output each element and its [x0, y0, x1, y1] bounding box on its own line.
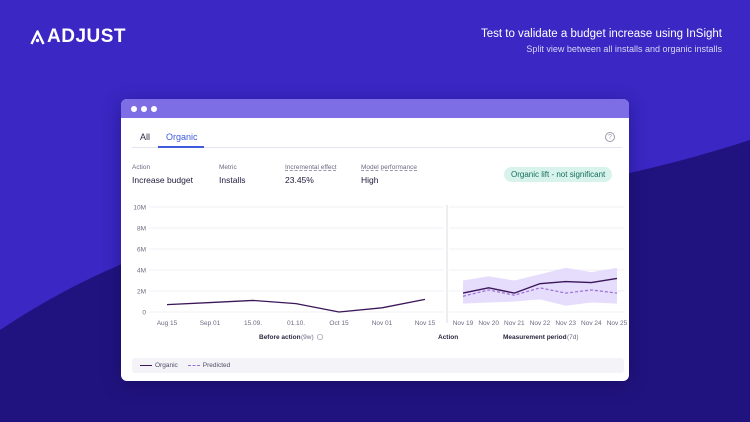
y-tick-label: 2M: [137, 288, 146, 295]
y-tick-label: 0: [142, 309, 146, 316]
legend-item-organic[interactable]: Organic: [140, 362, 178, 369]
x-tick-label: Aug 15: [157, 320, 178, 327]
organic-after-line: [462, 277, 618, 294]
tab-bar: All Organic ?: [132, 128, 622, 148]
window-dot-icon: [131, 105, 137, 112]
legend-dashed-line-icon: [187, 365, 200, 366]
after-axis-label: Measurement period: [503, 334, 567, 341]
before-axis-note: (9w): [301, 334, 314, 341]
info-icon: [316, 333, 324, 341]
x-tick-label: Nov 25: [607, 320, 628, 327]
chart-legend: Organic Predicted: [132, 358, 624, 373]
metric-effect-label[interactable]: Incremental effect: [285, 164, 337, 171]
headline: Test to validate a budget increase using…: [481, 28, 722, 54]
x-tick-label: Oct 15: [329, 320, 349, 327]
headline-subtitle: Split view between all installs and orga…: [526, 44, 722, 54]
help-icon[interactable]: ?: [605, 132, 615, 142]
tab-active-indicator: [158, 146, 204, 148]
x-tick-label: Nov 15: [415, 320, 436, 327]
metric-action-label: Action: [132, 164, 151, 171]
window-titlebar: [121, 99, 629, 118]
adjust-logo-mark-icon: [30, 29, 45, 45]
metric-performance-value: High: [361, 175, 379, 185]
brand-name: ADJUST: [47, 26, 127, 47]
legend-organic-label: Organic: [155, 362, 178, 369]
x-tick-label: Nov 23: [555, 320, 576, 327]
x-tick-label: Sep 01: [200, 320, 221, 327]
confidence-band: [463, 267, 617, 306]
chart-labels: 0 2M 4M 6M 8M 10M Aug 15 Sep 01 15.09. 01.10. Oct …: [133, 204, 627, 341]
x-tick-label: 15.09.: [244, 320, 262, 327]
adjust-logo: ADJUST: [30, 26, 126, 48]
metric-effect: Incremental effect 23.45%: [285, 164, 337, 185]
app-window: All Organic ? Action Increase budget Met…: [121, 99, 629, 381]
predicted-line: [462, 287, 618, 297]
window-dot-icon: [151, 105, 157, 112]
x-tick-label: Nov 22: [530, 320, 551, 327]
metric-performance: Model performance High: [361, 164, 417, 185]
tab-organic[interactable]: Organic: [166, 132, 198, 142]
chart-lines: [166, 277, 618, 313]
organic-before-line: [166, 298, 426, 313]
metric-action-value: Increase budget: [132, 175, 193, 185]
x-tick-label: Nov 01: [372, 320, 393, 327]
action-axis-label: Action: [438, 334, 458, 341]
legend-predicted-label: Predicted: [202, 362, 231, 369]
before-axis-label: Before action: [259, 334, 301, 341]
chart-grid: [149, 205, 624, 323]
headline-title: Test to validate a budget increase using…: [480, 28, 722, 40]
x-tick-label: Nov 24: [581, 320, 602, 327]
x-tick-label: Nov 21: [504, 320, 525, 327]
metric-performance-label[interactable]: Model performance: [361, 164, 417, 171]
tab-all[interactable]: All: [140, 132, 151, 142]
metric-metric-label: Metric: [219, 164, 237, 171]
y-tick-label: 6M: [137, 246, 146, 253]
legend-solid-line-icon: [140, 365, 152, 366]
after-axis-note: (7d): [567, 334, 579, 341]
metric-effect-value: 23.45%: [285, 175, 314, 185]
status-badge: Organic lift - not significant: [504, 167, 613, 182]
y-tick-label: 4M: [137, 267, 146, 274]
x-tick-label: 01.10.: [287, 320, 305, 327]
y-tick-label: 10M: [133, 204, 146, 211]
window-dot-icon: [141, 105, 147, 112]
metric-action: Action Increase budget: [132, 164, 193, 185]
metric-metric: Metric Installs: [219, 164, 245, 185]
metric-metric-value: Installs: [219, 175, 246, 185]
x-tick-label: Nov 19: [453, 320, 474, 327]
x-tick-label: Nov 20: [478, 320, 499, 327]
confidence-band-area: [463, 267, 617, 306]
legend-item-predicted[interactable]: Predicted: [187, 362, 231, 369]
y-tick-label: 8M: [137, 225, 146, 232]
installs-chart: 0 2M 4M 6M 8M 10M Aug 15 Sep 01 15.09. 01.10. Oct …: [133, 204, 627, 341]
